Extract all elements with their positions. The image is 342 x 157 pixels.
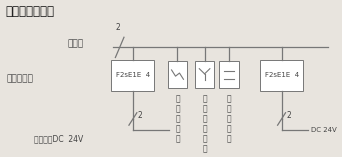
Text: 手: 手 [202, 94, 207, 103]
Text: 探: 探 [175, 114, 180, 123]
Text: 2: 2 [287, 111, 291, 120]
Text: 测: 测 [175, 124, 180, 133]
Text: 警: 警 [202, 124, 207, 133]
Text: 按: 按 [202, 135, 207, 143]
Text: 钮: 钮 [202, 145, 207, 154]
Text: 烟: 烟 [175, 104, 180, 113]
Text: 测: 测 [227, 124, 231, 133]
Bar [195, 61, 214, 88]
Text: 器: 器 [227, 135, 231, 143]
Bar [168, 61, 187, 88]
Bar [111, 60, 154, 91]
Text: 联动电源DC  24V: 联动电源DC 24V [34, 134, 83, 143]
Text: 探: 探 [227, 114, 231, 123]
Bar [220, 61, 239, 88]
Text: 2: 2 [138, 111, 143, 120]
Text: 二总线: 二总线 [67, 40, 83, 49]
Text: 火灾显示盘: 火灾显示盘 [7, 74, 34, 83]
Text: 报: 报 [202, 114, 207, 123]
Text: 2: 2 [116, 23, 120, 32]
Text: DC 24V: DC 24V [311, 127, 337, 133]
Text: F2sE1E  4: F2sE1E 4 [264, 72, 299, 78]
Text: F2sE1E  4: F2sE1E 4 [116, 72, 150, 78]
Text: 温: 温 [227, 104, 231, 113]
Text: 器: 器 [175, 135, 180, 143]
Text: 动: 动 [202, 104, 207, 113]
Bar [260, 60, 303, 91]
Text: 系统连接方式：: 系统连接方式： [6, 5, 55, 18]
Text: 感: 感 [227, 94, 231, 103]
Text: 感: 感 [175, 94, 180, 103]
